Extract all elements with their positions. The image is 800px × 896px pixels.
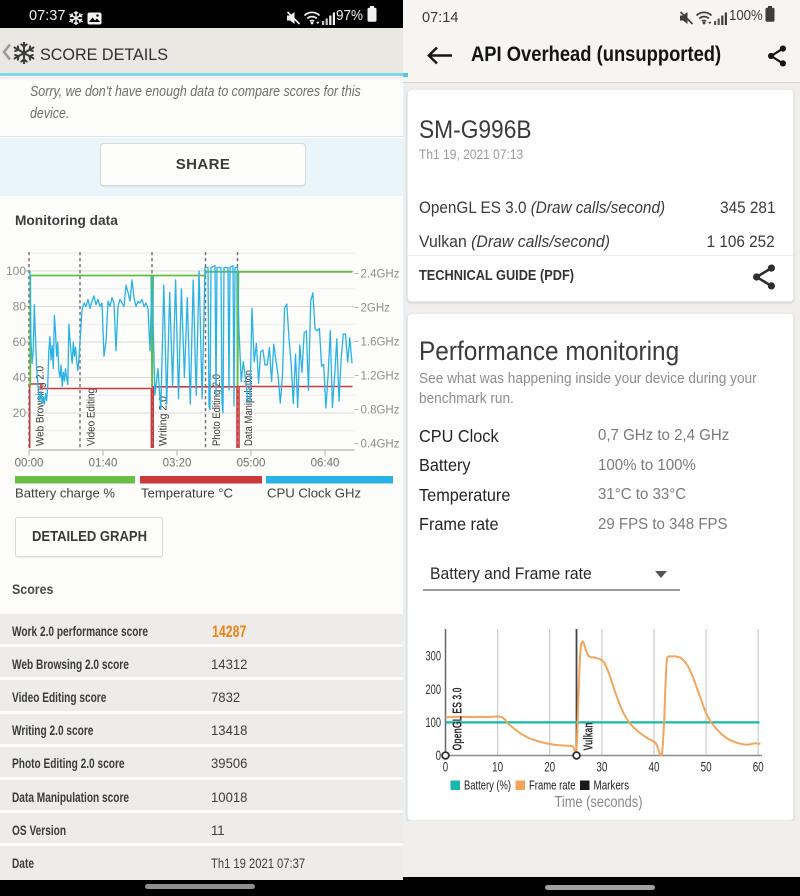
svg-text:Time (seconds): Time (seconds) [555, 794, 643, 811]
svg-text:80: 80 [13, 300, 27, 314]
svg-text:06:40: 06:40 [311, 458, 340, 470]
svg-text:Vulkan: Vulkan [581, 722, 596, 750]
svg-text:100: 100 [6, 264, 26, 278]
svg-text:0.4GHz: 0.4GHz [361, 439, 400, 451]
svg-text:OpenGL ES 3.0: OpenGL ES 3.0 [450, 688, 465, 751]
svg-text:0: 0 [443, 760, 448, 775]
svg-text:30: 30 [596, 760, 607, 775]
svg-text:40: 40 [13, 371, 27, 385]
svg-text:2GHz: 2GHz [361, 303, 391, 315]
svg-text:200: 200 [426, 682, 442, 697]
svg-text:20: 20 [544, 760, 555, 775]
svg-text:Data Manipulation: Data Manipulation [243, 370, 255, 446]
svg-text:0: 0 [436, 748, 441, 763]
svg-text:Video Editing: Video Editing [86, 388, 98, 446]
svg-text:20: 20 [13, 406, 27, 420]
svg-text:Web Browsing 2.0: Web Browsing 2.0 [35, 366, 47, 446]
svg-text:01:40: 01:40 [89, 458, 118, 470]
svg-text:Temperature °C: Temperature °C [141, 487, 233, 501]
svg-text:Battery charge %: Battery charge % [15, 487, 115, 501]
svg-text:100: 100 [426, 715, 442, 730]
svg-text:1.6GHz: 1.6GHz [361, 337, 400, 349]
svg-text:Photo Editing 2.0: Photo Editing 2.0 [211, 374, 223, 446]
svg-text:60: 60 [753, 760, 764, 775]
svg-text:Writing 2.0: Writing 2.0 [158, 396, 170, 446]
svg-text:2.4GHz: 2.4GHz [361, 269, 400, 281]
svg-text:Frame rate: Frame rate [529, 778, 576, 793]
svg-text:40: 40 [649, 760, 660, 775]
svg-text:10: 10 [492, 760, 503, 775]
svg-text:1.2GHz: 1.2GHz [361, 371, 400, 383]
svg-text:03:20: 03:20 [163, 458, 192, 470]
svg-text:Battery (%): Battery (%) [464, 778, 511, 793]
svg-text:Markers: Markers [594, 778, 630, 793]
svg-text:CPU Clock GHz: CPU Clock GHz [267, 487, 361, 501]
svg-text:0.8GHz: 0.8GHz [361, 405, 400, 417]
svg-text:05:00: 05:00 [237, 458, 266, 470]
svg-text:60: 60 [13, 335, 27, 349]
svg-text:00:00: 00:00 [15, 458, 44, 470]
svg-text:50: 50 [701, 760, 712, 775]
svg-text:300: 300 [426, 649, 442, 664]
